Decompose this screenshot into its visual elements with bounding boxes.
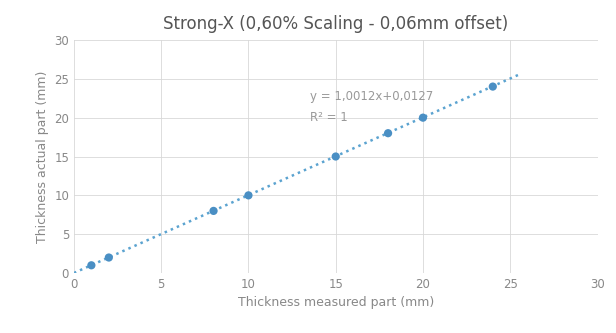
Y-axis label: Thickness actual part (mm): Thickness actual part (mm) (36, 70, 49, 243)
Point (383, 131, 393, 136)
Point (243, 193, 253, 198)
Point (488, 84, 498, 89)
Point (209, 208, 219, 213)
Point (331, 154, 341, 159)
Point (104, 255, 114, 260)
Point (418, 115, 428, 120)
Title: Strong-X (0,60% Scaling - 0,06mm offset): Strong-X (0,60% Scaling - 0,06mm offset) (163, 15, 508, 33)
X-axis label: Thickness measured part (mm): Thickness measured part (mm) (238, 296, 434, 309)
Text: y = 1,0012x+0,0127
R² = 1: y = 1,0012x+0,0127 R² = 1 (310, 91, 433, 125)
Point (86, 263, 96, 268)
